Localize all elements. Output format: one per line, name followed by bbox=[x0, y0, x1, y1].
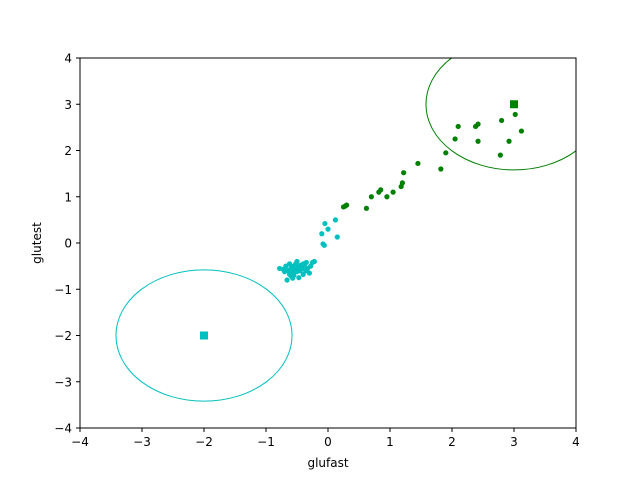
x-tick-label-3: −1 bbox=[257, 435, 275, 449]
y-axis-label: glutest bbox=[30, 222, 44, 264]
data-point-s1-6 bbox=[378, 187, 384, 193]
data-point-s0-39 bbox=[300, 261, 306, 267]
data-point-s1-7 bbox=[384, 194, 390, 200]
cluster-ellipse-1 bbox=[425, 58, 576, 171]
data-point-s1-24 bbox=[518, 128, 525, 134]
data-point-s1-22 bbox=[506, 138, 512, 144]
data-point-s1-21 bbox=[499, 117, 505, 124]
x-tick-label-4: 0 bbox=[324, 435, 332, 449]
plot-frame bbox=[79, 57, 577, 429]
y-tick-label-1: −3 bbox=[54, 375, 72, 389]
data-point-s0-6 bbox=[321, 242, 327, 248]
data-point-s0-0 bbox=[322, 220, 328, 227]
y-tick-label-3: −1 bbox=[54, 283, 72, 297]
y-tick-label-7: 3 bbox=[64, 98, 72, 112]
x-tick-label-7: 3 bbox=[510, 435, 518, 449]
data-point-s0-4 bbox=[334, 234, 340, 240]
data-point-s0-37 bbox=[296, 266, 303, 272]
data-point-s0-38 bbox=[291, 269, 298, 275]
data-point-s0-40 bbox=[282, 269, 288, 275]
data-point-s0-24 bbox=[300, 271, 306, 278]
y-tick-label-4: 0 bbox=[64, 237, 72, 251]
data-point-s1-12 bbox=[415, 160, 421, 167]
data-point-s0-29 bbox=[306, 270, 312, 276]
cluster-ellipse-0 bbox=[115, 269, 293, 402]
data-point-s0-20 bbox=[296, 275, 302, 281]
data-point-s1-3 bbox=[363, 205, 370, 211]
data-point-s0-3 bbox=[319, 231, 325, 237]
data-point-s0-11 bbox=[286, 261, 293, 267]
data-point-s1-16 bbox=[455, 123, 461, 130]
data-point-s0-32 bbox=[311, 258, 317, 265]
data-point-s0-35 bbox=[294, 258, 300, 265]
data-point-s0-1 bbox=[332, 217, 339, 223]
y-axis-ticks: −4 −3 −2 −1 0 1 2 3 4 bbox=[54, 52, 80, 436]
x-tick-label-2: −2 bbox=[195, 435, 213, 449]
data-point-s0-9 bbox=[283, 263, 289, 269]
x-tick-label-0: −4 bbox=[71, 435, 89, 449]
x-axis-label: glufast bbox=[307, 456, 348, 470]
data-point-s1-4 bbox=[368, 194, 374, 200]
y-tick-label-5: 1 bbox=[64, 190, 72, 204]
data-point-s1-23 bbox=[512, 111, 518, 118]
data-points bbox=[277, 111, 525, 283]
y-tick-label-2: −2 bbox=[54, 329, 72, 343]
data-point-s1-10 bbox=[399, 180, 405, 186]
cluster-center-1 bbox=[510, 100, 518, 109]
x-tick-label-6: 2 bbox=[448, 435, 456, 449]
data-point-s1-19 bbox=[475, 138, 481, 144]
data-point-s1-11 bbox=[401, 170, 407, 176]
x-tick-label-5: 1 bbox=[386, 435, 394, 449]
data-point-s1-13 bbox=[438, 166, 444, 172]
cluster-centers bbox=[200, 100, 518, 340]
y-tick-label-8: 4 bbox=[64, 52, 72, 66]
cluster-center-0 bbox=[200, 331, 208, 340]
data-point-s1-18 bbox=[475, 121, 481, 127]
y-tick-label-0: −4 bbox=[54, 422, 72, 436]
data-point-s1-15 bbox=[452, 136, 458, 142]
y-tick-label-6: 2 bbox=[64, 144, 72, 158]
data-point-s1-14 bbox=[443, 150, 449, 156]
x-axis-ticks: −4 −3 −2 −1 0 1 2 3 4 bbox=[71, 428, 580, 449]
data-point-s0-2 bbox=[325, 226, 331, 232]
data-point-s1-20 bbox=[497, 152, 503, 158]
x-tick-label-8: 4 bbox=[572, 435, 580, 449]
data-point-s1-8 bbox=[390, 189, 396, 195]
data-point-s0-33 bbox=[284, 277, 290, 283]
cluster-ellipses bbox=[115, 58, 576, 402]
data-point-s1-2 bbox=[342, 203, 348, 209]
data-point-s0-41 bbox=[288, 273, 295, 279]
x-tick-label-1: −3 bbox=[133, 435, 151, 449]
